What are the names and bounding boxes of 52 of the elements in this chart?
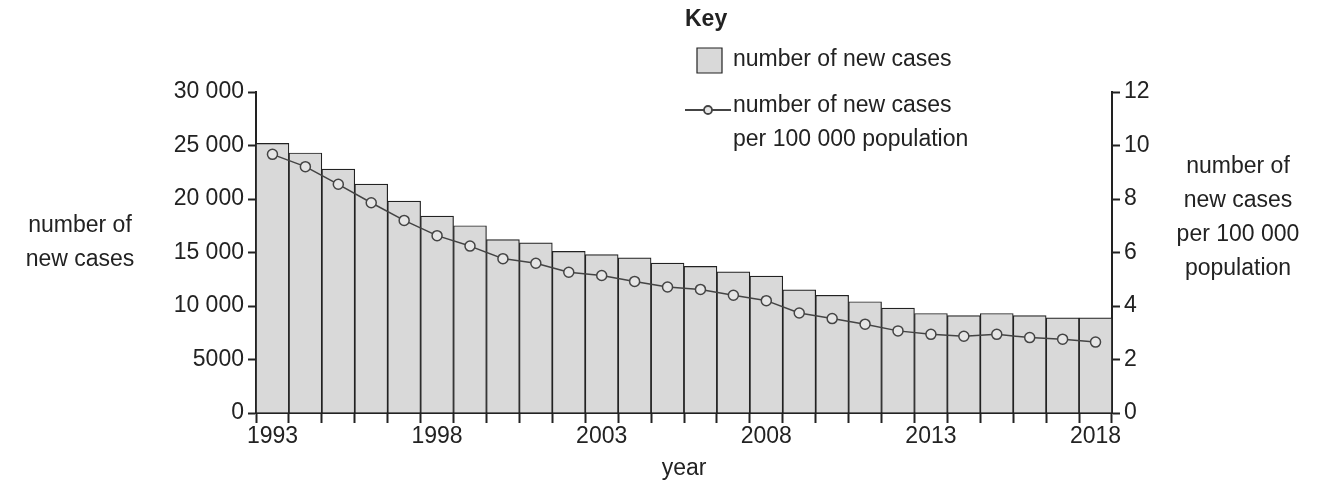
point xyxy=(595,269,608,282)
point xyxy=(398,214,410,227)
x-axis-title: year xyxy=(661,454,707,481)
y-tick-label: 0 xyxy=(231,398,244,425)
x-tick-label: 2018 xyxy=(1069,422,1122,449)
point xyxy=(793,307,805,319)
y-tick-label: 5000 xyxy=(192,344,244,371)
point xyxy=(859,318,871,330)
x-tick-label: 1993 xyxy=(246,422,299,449)
point xyxy=(332,178,345,191)
y-tick-label: 15 000 xyxy=(173,237,244,264)
point xyxy=(826,312,838,325)
point xyxy=(299,160,312,173)
y2-tick-label: 0 xyxy=(1124,398,1137,425)
x-tick-label: 1998 xyxy=(411,422,463,449)
point xyxy=(563,266,575,279)
y2-axis-title: number of new cases per 100 000 population xyxy=(1176,151,1300,280)
point xyxy=(628,275,641,288)
y2-tick-label: 6 xyxy=(1124,237,1137,264)
y2-tick-label: 4 xyxy=(1124,291,1137,318)
point xyxy=(1056,333,1069,345)
point xyxy=(464,240,476,252)
y-tick-label: 20 000 xyxy=(173,184,244,211)
point xyxy=(958,330,970,342)
y2-tick-label: 12 xyxy=(1124,77,1150,104)
y2-tick-label: 10 xyxy=(1124,130,1150,157)
y2-tick-label: 8 xyxy=(1124,184,1137,211)
y-tick-label: 25 000 xyxy=(173,130,244,157)
y-tick-label: 10 000 xyxy=(173,291,244,318)
point xyxy=(925,328,937,341)
legend-label: number of new cases per 100 000 population xyxy=(733,91,969,152)
point xyxy=(497,252,509,265)
legend-label: number of new cases xyxy=(733,45,952,72)
point xyxy=(1023,331,1036,344)
x-tick-label: 2013 xyxy=(905,422,957,449)
y-axis-title: number of new cases xyxy=(25,210,135,271)
x-tick-label: 2008 xyxy=(740,422,792,449)
point xyxy=(892,325,904,337)
point xyxy=(991,328,1003,341)
legend-title: Key xyxy=(685,5,728,32)
x-tick-label: 2003 xyxy=(576,422,628,449)
point xyxy=(727,289,740,302)
point xyxy=(431,229,443,242)
point xyxy=(694,283,707,296)
y2-tick-label: 2 xyxy=(1124,344,1137,371)
y-tick-label: 30 000 xyxy=(173,77,244,104)
point xyxy=(266,148,279,161)
point xyxy=(365,197,377,209)
point xyxy=(760,294,773,307)
point xyxy=(530,257,542,269)
point xyxy=(661,281,674,293)
point xyxy=(1089,336,1102,348)
